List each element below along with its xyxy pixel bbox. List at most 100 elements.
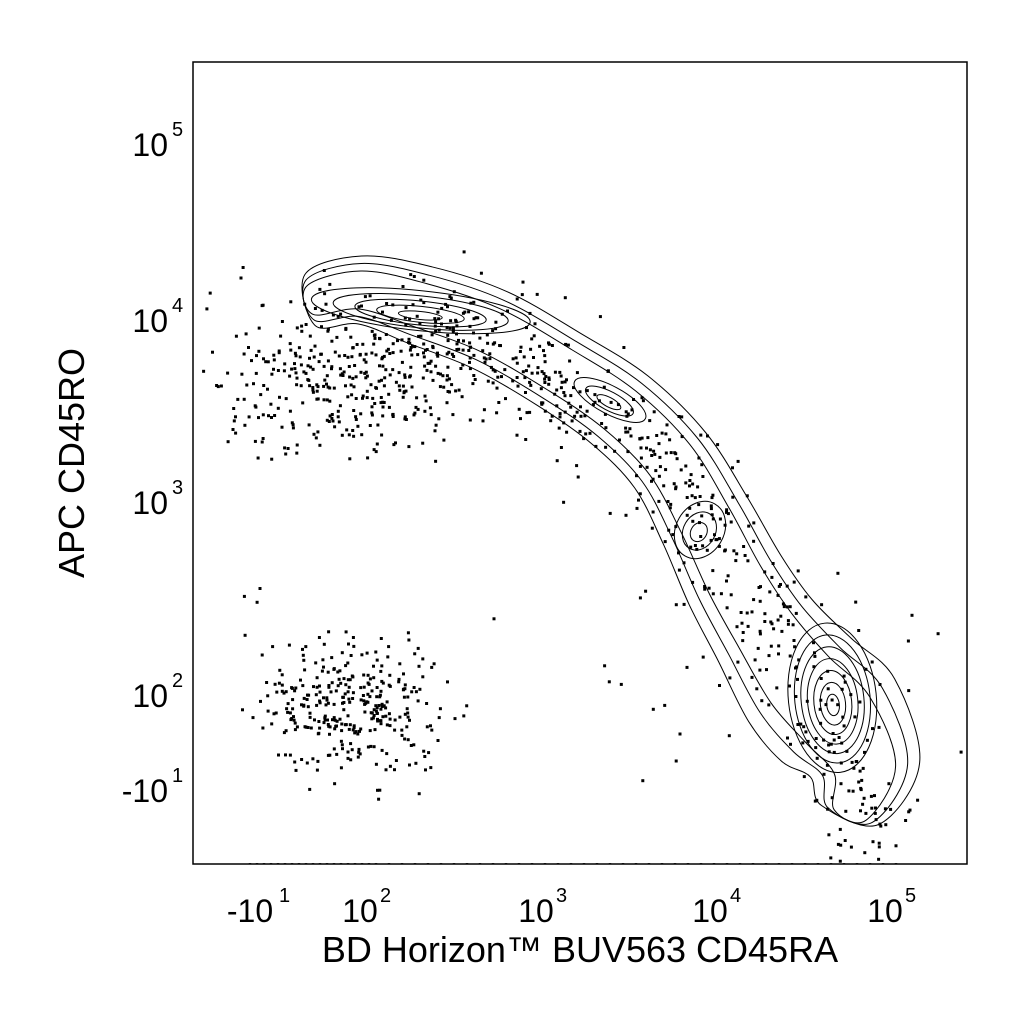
event-dot [669,451,673,455]
event-dot [725,579,728,583]
event-dot [362,699,366,703]
event-dot [434,459,438,463]
event-dot [725,510,728,514]
event-dot [376,717,379,721]
event-dot [234,334,238,338]
event-dot [585,409,589,413]
event-dot [486,379,490,383]
event-dot [405,707,409,711]
event-dot [294,371,298,375]
event-dot [322,364,326,368]
event-dot [351,728,355,732]
event-dot [338,717,342,721]
event-dot [406,695,410,699]
event-dot [381,310,384,314]
event-dot [638,492,642,496]
event-dot [727,734,731,738]
event-dot [292,718,296,722]
event-dot [376,423,380,427]
event-dot [328,282,332,286]
event-dot [403,712,407,716]
tick-label-exponent: 1 [172,765,183,787]
event-dot [455,348,459,351]
event-dot [763,612,767,616]
event-dot [391,413,395,417]
event-dot [375,686,379,689]
event-dot [832,750,836,754]
event-dot [563,394,567,398]
event-dot [495,411,499,415]
event-dot [542,372,546,376]
event-dot [266,694,270,698]
event-dot [302,370,306,374]
event-dot [316,732,320,736]
event-dot [392,443,396,447]
event-dot [664,451,668,455]
event-dot [394,380,398,384]
event-dot [606,369,610,373]
event-dot [460,395,464,399]
event-dot [469,301,473,305]
event-dot [364,376,368,380]
event-dot [412,275,416,278]
event-dot [286,702,290,706]
event-dot [569,394,573,398]
event-dot [294,354,298,358]
event-dot [272,712,276,716]
event-dot [347,433,351,437]
event-dot [476,316,480,320]
event-dot [425,725,429,729]
event-dot [327,420,331,423]
event-dot [414,405,418,409]
contour-line [800,646,865,755]
event-dot [543,354,547,358]
event-dot [864,811,868,815]
event-dot [796,723,800,726]
event-dot [553,370,557,374]
event-dot [409,365,413,369]
event-dot [266,709,270,713]
event-dot [338,669,342,673]
event-dot [280,689,284,693]
event-dot [847,789,851,793]
event-dot [408,348,412,352]
event-dot [352,726,356,730]
event-dot [381,405,385,409]
event-dot [264,360,268,364]
event-dot [339,766,343,770]
event-dot [295,451,299,455]
event-dot [380,378,383,382]
event-dot [543,381,547,384]
event-dot [776,593,780,597]
event-dot [417,664,421,668]
event-dot [267,414,270,418]
event-dot [677,568,681,572]
event-dot [663,540,667,544]
event-dot [378,337,382,341]
event-dot [265,681,269,684]
event-dot [668,506,672,510]
event-dot [372,664,375,668]
event-dot [322,398,326,402]
event-dot [624,426,628,430]
event-dot [697,456,701,460]
event-dot [261,726,265,730]
event-dot [768,590,772,594]
event-dot [232,407,236,410]
event-dot [870,660,874,664]
event-dot [859,786,863,790]
event-dot [503,368,507,372]
event-dot [346,756,350,760]
event-dot [906,639,910,643]
event-dot [404,323,408,327]
event-dot [479,271,483,275]
event-dot [330,365,334,369]
event-dot [454,318,458,322]
event-dot [758,629,762,633]
event-dot [717,544,721,548]
event-dot [794,611,798,615]
event-dot [385,752,389,756]
event-dot [699,433,703,437]
event-dot [519,417,522,421]
event-dot [315,383,319,387]
